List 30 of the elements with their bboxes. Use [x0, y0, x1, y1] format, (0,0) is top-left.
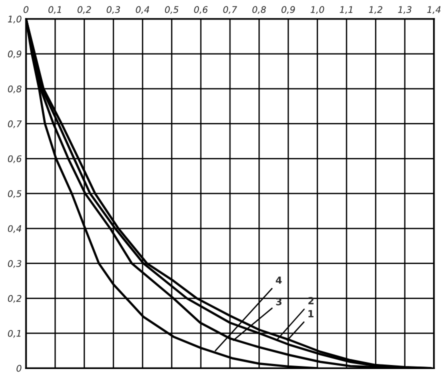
- y-tick-label: 1,0: [8, 16, 22, 24]
- x-tick-label: 0,1: [48, 6, 61, 14]
- y-tick-label: 0,8: [8, 85, 22, 94]
- x-tick-label: 0,7: [223, 6, 238, 14]
- y-tick-label: 0,6: [8, 155, 22, 164]
- x-tick-label: 0,4: [136, 6, 150, 14]
- y-tick-label: 0: [16, 364, 22, 372]
- y-tick-label: 0,3: [8, 260, 22, 268]
- y-tick-label: 0,9: [8, 50, 22, 58]
- x-tick-label: 0,6: [194, 6, 208, 14]
- y-tick-label: 0,2: [8, 295, 22, 303]
- x-tick-label: 0,2: [78, 6, 91, 14]
- y-tick-label: 0,1: [8, 330, 20, 338]
- x-tick-label: 1,1: [340, 6, 352, 14]
- annotation: 1: [308, 310, 314, 318]
- y-tick-label: 0,7: [8, 120, 22, 128]
- annotation: 4: [276, 276, 282, 284]
- x-tick-label: 0,9: [282, 6, 295, 14]
- x-tick-label: 1,0: [310, 6, 324, 14]
- x-tick-label: 0: [24, 6, 28, 13]
- x-tick-label: 1,2: [368, 6, 382, 14]
- y-tick-label: 0,5: [8, 190, 22, 198]
- x-tick-label: 0,3: [106, 6, 120, 14]
- annotation: 3: [276, 298, 282, 306]
- annotation: 2: [308, 296, 314, 304]
- y-tick-label: 0,4: [8, 225, 22, 233]
- x-tick-label: 0,5: [164, 6, 178, 14]
- x-tick-label: 1,3: [398, 6, 412, 14]
- x-tick-label: 1,4: [427, 6, 440, 14]
- x-tick-label: 0,8: [252, 6, 266, 14]
